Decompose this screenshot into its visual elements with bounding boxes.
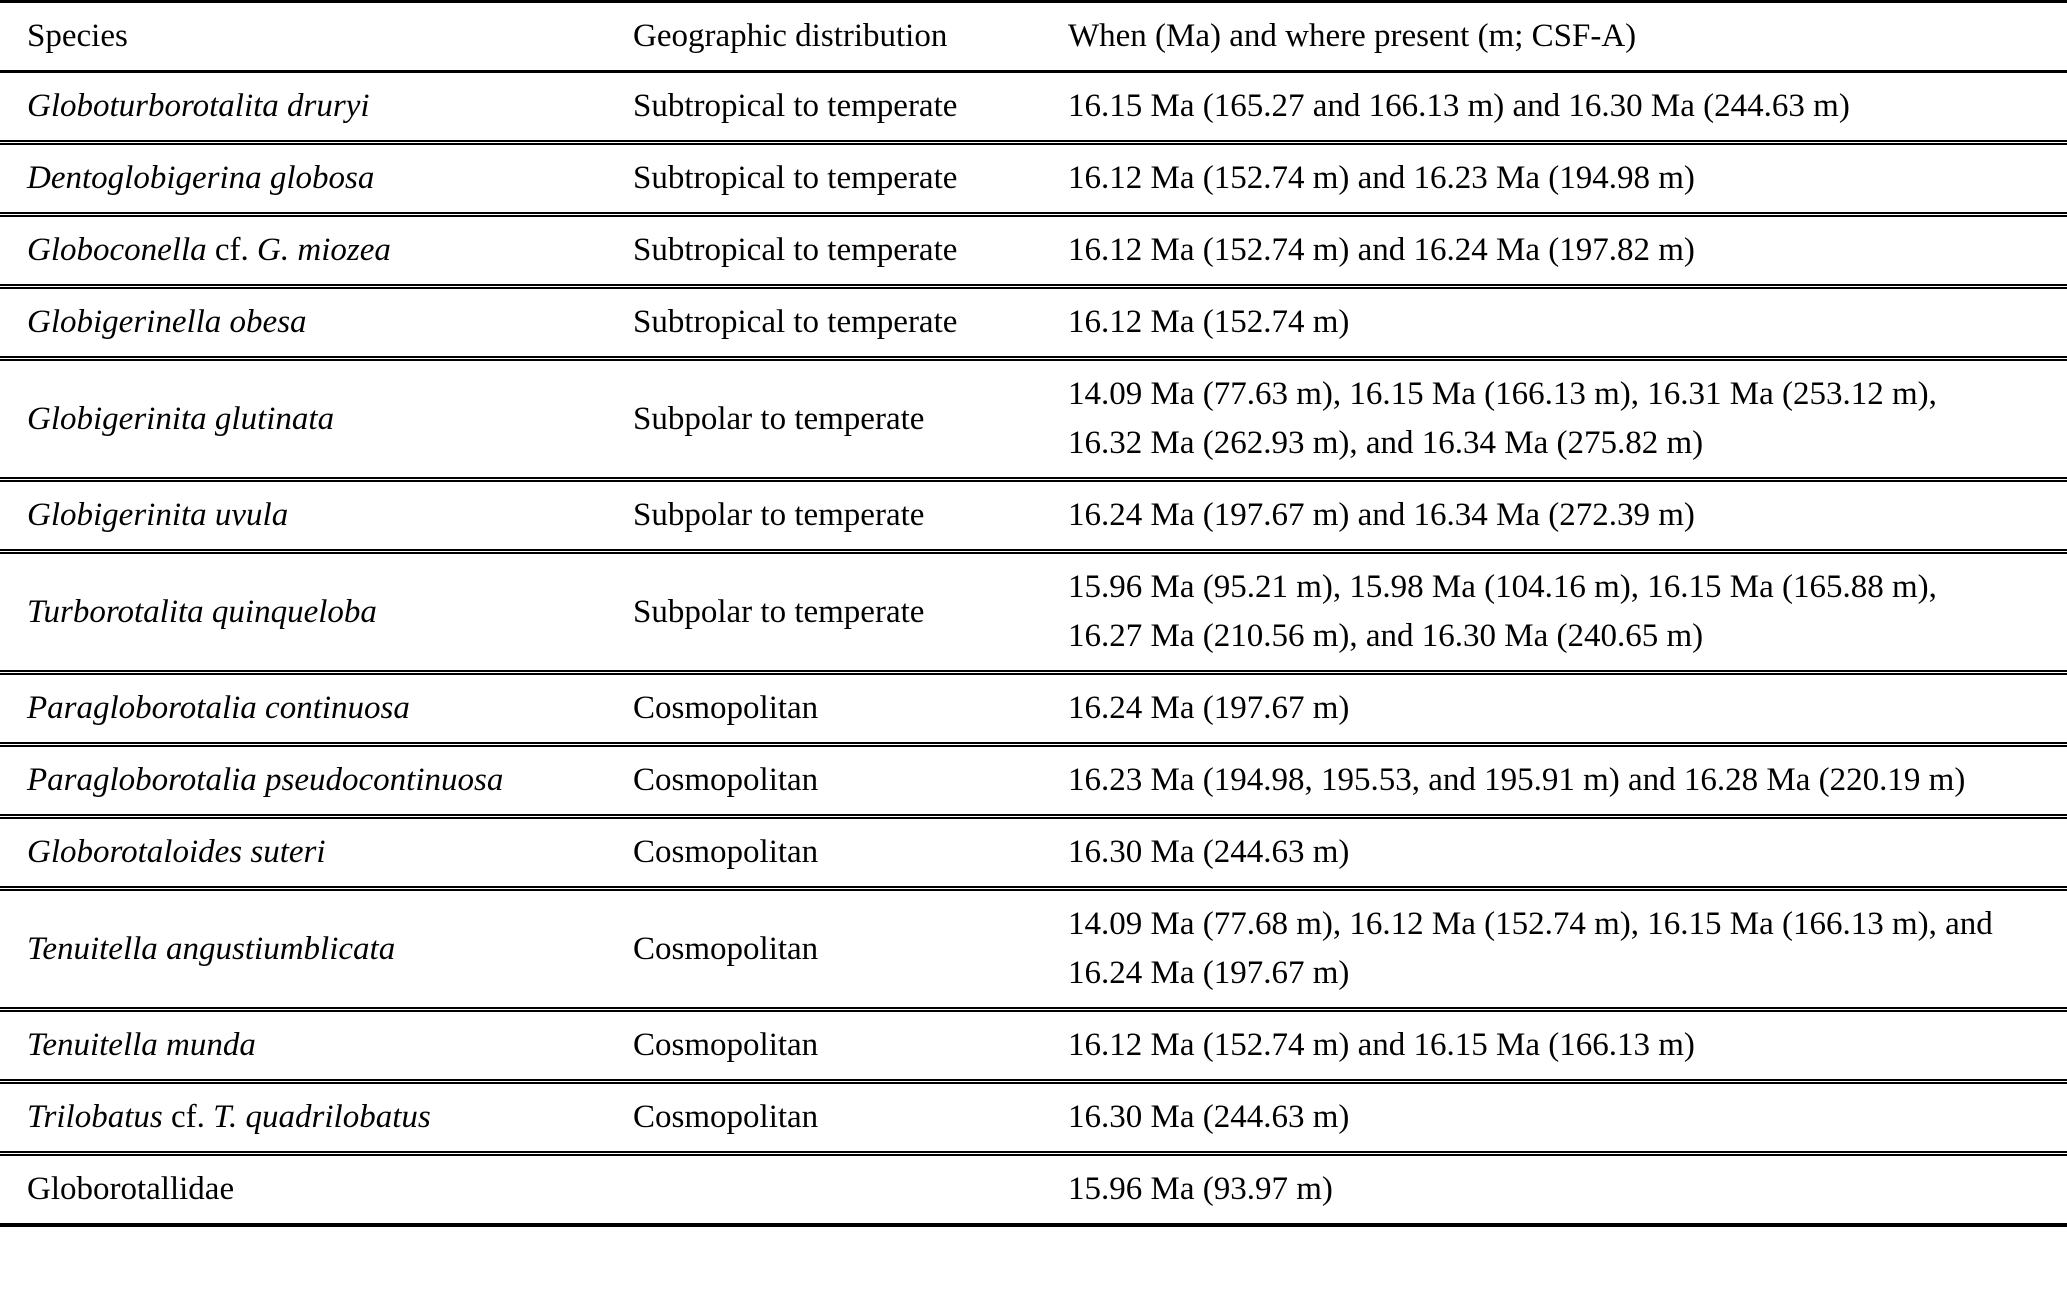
species-name-italic: Turborotalita quinqueloba — [27, 593, 377, 630]
table-row: Globoturborotalita druryi Subtropical to… — [0, 72, 2067, 143]
table-row: Tenuitella angustiumblicata Cosmopolitan… — [0, 889, 2067, 1010]
species-name-italic: Globoturborotalita druryi — [27, 88, 370, 124]
distribution-cell: Cosmopolitan — [633, 1099, 819, 1135]
distribution-cell: Subtropical to temperate — [633, 160, 958, 196]
column-header-distribution: Geographic distribution — [633, 18, 948, 54]
occurrence-cell: 16.23 Ma (194.98, 195.53, and 195.91 m) … — [1068, 762, 1966, 798]
species-cell: Trilobatus cf. T. quadrilobatus — [0, 1082, 633, 1154]
species-name-roman: cf. — [206, 232, 258, 268]
table-row: Paragloborotalia continuosa Cosmopolitan… — [0, 673, 2067, 745]
species-cell: Tenuitella munda — [0, 1010, 633, 1082]
distribution-cell: Cosmopolitan — [633, 690, 819, 726]
table-body: Globoturborotalita druryi Subtropical to… — [0, 72, 2067, 1226]
distribution-cell: Cosmopolitan — [633, 834, 819, 870]
species-name-italic: T. quadrilobatus — [213, 1099, 431, 1135]
table-row: Globigerinella obesa Subtropical to temp… — [0, 287, 2067, 359]
occurrence-cell: 16.24 Ma (197.67 m) — [1068, 690, 1350, 726]
species-name-italic: Tenuitella angustiumblicata — [27, 930, 396, 967]
species-cell: Globigerinita uvula — [0, 480, 633, 552]
table-row: Globorotaloides suteri Cosmopolitan 16.3… — [0, 817, 2067, 889]
species-cell: Globigerinella obesa — [0, 287, 633, 359]
occurrence-cell: 15.96 Ma (95.21 m), 15.98 Ma (104.16 m),… — [1068, 569, 1937, 654]
species-cell: Paragloborotalia pseudocontinuosa — [0, 745, 633, 817]
occurrence-cell: 16.12 Ma (152.74 m) and 16.24 Ma (197.82… — [1068, 232, 1695, 268]
distribution-cell: Cosmopolitan — [633, 930, 819, 967]
species-cell: Globoconella cf. G. miozea — [0, 215, 633, 287]
species-name-italic: Paragloborotalia pseudocontinuosa — [27, 762, 504, 798]
occurrence-cell: 16.12 Ma (152.74 m) — [1068, 304, 1350, 340]
species-name-italic: Trilobatus — [27, 1099, 163, 1135]
species-name-roman: Globorotallidae — [27, 1171, 235, 1207]
species-name-italic: Globoconella — [27, 232, 207, 268]
table-row: Globigerinita glutinata Subpolar to temp… — [0, 359, 2067, 480]
species-cell: Globorotaloides suteri — [0, 817, 633, 889]
occurrence-cell: 16.30 Ma (244.63 m) — [1068, 834, 1350, 870]
species-name-roman: cf. — [162, 1099, 214, 1135]
header-row: Species Geographic distribution When (Ma… — [0, 2, 2067, 72]
distribution-cell: Cosmopolitan — [633, 762, 819, 798]
distribution-cell — [633, 1154, 1068, 1226]
occurrence-cell: 16.15 Ma (165.27 and 166.13 m) and 16.30… — [1068, 88, 1850, 124]
table-row: Trilobatus cf. T. quadrilobatus Cosmopol… — [0, 1082, 2067, 1154]
species-name-italic: Tenuitella munda — [27, 1027, 256, 1063]
distribution-cell: Subpolar to temperate — [633, 593, 925, 630]
distribution-cell: Cosmopolitan — [633, 1027, 819, 1063]
occurrence-cell: 14.09 Ma (77.63 m), 16.15 Ma (166.13 m),… — [1068, 376, 1937, 461]
species-name-italic: Dentoglobigerina globosa — [27, 160, 375, 196]
species-name-italic: Globigerinita glutinata — [27, 400, 335, 437]
table-row: Paragloborotalia pseudocontinuosa Cosmop… — [0, 745, 2067, 817]
table-row: Globorotallidae 15.96 Ma (93.97 m) — [0, 1154, 2067, 1226]
occurrence-cell: 16.12 Ma (152.74 m) and 16.15 Ma (166.13… — [1068, 1027, 1695, 1063]
distribution-cell: Subpolar to temperate — [633, 497, 925, 533]
species-cell: Paragloborotalia continuosa — [0, 673, 633, 745]
species-cell: Tenuitella angustiumblicata — [0, 889, 633, 1010]
species-name-italic: G. miozea — [257, 232, 391, 268]
occurrence-cell: 16.12 Ma (152.74 m) and 16.23 Ma (194.98… — [1068, 160, 1695, 196]
column-header-when-where: When (Ma) and where present (m; CSF-A) — [1068, 18, 1637, 54]
column-header-species: Species — [27, 18, 128, 54]
table-header: Species Geographic distribution When (Ma… — [0, 2, 2067, 72]
distribution-cell: Subtropical to temperate — [633, 304, 958, 340]
occurrence-cell: 16.30 Ma (244.63 m) — [1068, 1099, 1350, 1135]
species-cell: Globorotallidae — [0, 1154, 633, 1226]
species-name-italic: Globigerinita uvula — [27, 497, 289, 533]
species-cell: Globigerinita glutinata — [0, 359, 633, 480]
table-row: Dentoglobigerina globosa Subtropical to … — [0, 143, 2067, 215]
table-row: Globoconella cf. G. miozea Subtropical t… — [0, 215, 2067, 287]
occurrence-cell: 14.09 Ma (77.68 m), 16.12 Ma (152.74 m),… — [1068, 906, 1993, 991]
species-name-italic: Globorotaloides suteri — [27, 834, 326, 870]
species-name-italic: Paragloborotalia continuosa — [27, 690, 410, 726]
distribution-cell: Subpolar to temperate — [633, 400, 925, 437]
occurrence-cell: 16.24 Ma (197.67 m) and 16.34 Ma (272.39… — [1068, 497, 1695, 533]
distribution-cell: Subtropical to temperate — [633, 232, 958, 268]
table-row: Globigerinita uvula Subpolar to temperat… — [0, 480, 2067, 552]
species-cell: Globoturborotalita druryi — [0, 72, 633, 143]
species-occurrence-table: Species Geographic distribution When (Ma… — [0, 0, 2067, 1227]
species-cell: Dentoglobigerina globosa — [0, 143, 633, 215]
table-row: Turborotalita quinqueloba Subpolar to te… — [0, 552, 2067, 673]
table-row: Tenuitella munda Cosmopolitan 16.12 Ma (… — [0, 1010, 2067, 1082]
occurrence-cell: 15.96 Ma (93.97 m) — [1068, 1171, 1333, 1207]
distribution-cell: Subtropical to temperate — [633, 88, 958, 124]
species-name-italic: Globigerinella obesa — [27, 304, 307, 340]
species-cell: Turborotalita quinqueloba — [0, 552, 633, 673]
